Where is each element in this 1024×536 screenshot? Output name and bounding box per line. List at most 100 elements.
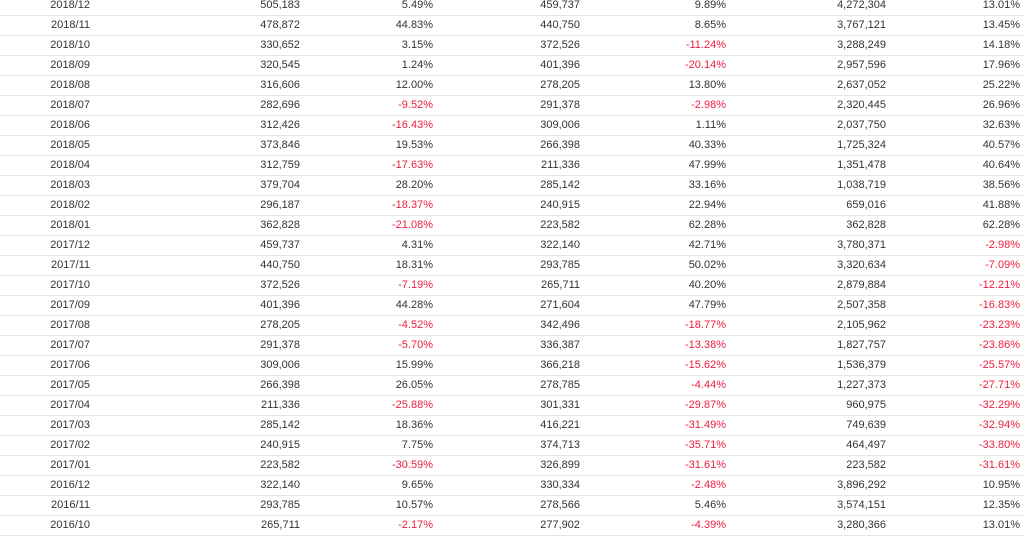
table-row: 2017/01 223,582 -30.59% 326,899 -31.61% 223,5… bbox=[0, 456, 1024, 476]
cumulative-change-cell: 12.35% bbox=[982, 499, 1020, 511]
cumulative-cell: 3,574,151 bbox=[837, 499, 886, 511]
change-a-cell: 1.24% bbox=[401, 59, 433, 71]
period-cell: 2016/12 bbox=[50, 479, 90, 491]
change-b-cell: -4.44% bbox=[691, 379, 726, 391]
change-b-cell: 62.28% bbox=[688, 219, 726, 231]
table-row: 2018/01 362,828 -21.08% 223,582 62.28% 362,82… bbox=[0, 216, 1024, 236]
change-a-cell: -17.63% bbox=[392, 159, 433, 171]
value-b-cell: 330,334 bbox=[540, 479, 580, 491]
value-a-cell: 440,750 bbox=[260, 259, 300, 271]
change-a-cell: 18.31% bbox=[395, 259, 433, 271]
value-a-cell: 478,872 bbox=[260, 19, 300, 31]
cumulative-change-cell: 38.56% bbox=[982, 179, 1020, 191]
value-a-cell: 373,846 bbox=[260, 139, 300, 151]
cumulative-change-cell: -27.71% bbox=[979, 379, 1020, 391]
table-row: 2017/10 372,526 -7.19% 265,711 40.20% 2,879,8… bbox=[0, 276, 1024, 296]
change-a-cell: -18.37% bbox=[392, 199, 433, 211]
change-a-cell: -2.17% bbox=[398, 519, 433, 531]
cumulative-change-cell: 32.63% bbox=[982, 119, 1020, 131]
table-row: 2017/11 440,750 18.31% 293,785 50.02% 3,320,6… bbox=[0, 256, 1024, 276]
cumulative-cell: 223,582 bbox=[846, 459, 886, 471]
value-a-cell: 282,696 bbox=[260, 99, 300, 111]
cumulative-cell: 464,497 bbox=[846, 439, 886, 451]
cumulative-cell: 960,975 bbox=[846, 399, 886, 411]
period-cell: 2018/01 bbox=[50, 219, 90, 231]
value-b-cell: 278,205 bbox=[540, 79, 580, 91]
change-b-cell: 47.99% bbox=[688, 159, 726, 171]
value-a-cell: 266,398 bbox=[260, 379, 300, 391]
change-a-cell: 26.05% bbox=[395, 379, 433, 391]
change-b-cell: -11.24% bbox=[685, 39, 726, 51]
cumulative-cell: 2,105,962 bbox=[837, 319, 886, 331]
value-b-cell: 291,378 bbox=[540, 99, 580, 111]
cumulative-change-cell: -16.83% bbox=[979, 299, 1020, 311]
value-b-cell: 342,496 bbox=[540, 319, 580, 331]
cumulative-cell: 1,038,719 bbox=[837, 179, 886, 191]
period-cell: 2017/07 bbox=[50, 339, 90, 351]
value-a-cell: 401,396 bbox=[260, 299, 300, 311]
cumulative-change-cell: 40.57% bbox=[982, 139, 1020, 151]
cumulative-cell: 2,037,750 bbox=[837, 119, 886, 131]
period-cell: 2018/05 bbox=[50, 139, 90, 151]
change-b-cell: 42.71% bbox=[688, 239, 726, 251]
cumulative-change-cell: -23.23% bbox=[979, 319, 1020, 331]
cumulative-cell: 2,879,884 bbox=[837, 279, 886, 291]
value-b-cell: 326,899 bbox=[540, 459, 580, 471]
table-row: 2018/10 330,652 3.15% 372,526 -11.24% 3,288,2… bbox=[0, 36, 1024, 56]
value-b-cell: 336,387 bbox=[540, 339, 580, 351]
table-row: 2018/12 505,183 5.49% 459,737 9.89% 4,272,304… bbox=[0, 0, 1024, 16]
period-cell: 2016/11 bbox=[51, 499, 90, 511]
value-b-cell: 278,785 bbox=[540, 379, 580, 391]
table-row: 2018/11 478,872 44.83% 440,750 8.65% 3,767,12… bbox=[0, 16, 1024, 36]
cumulative-cell: 1,536,379 bbox=[837, 359, 886, 371]
value-a-cell: 309,006 bbox=[260, 359, 300, 371]
value-b-cell: 301,331 bbox=[540, 399, 580, 411]
value-a-cell: 293,785 bbox=[260, 499, 300, 511]
change-b-cell: -18.77% bbox=[685, 319, 726, 331]
cumulative-cell: 1,227,373 bbox=[837, 379, 886, 391]
table-row: 2017/05 266,398 26.05% 278,785 -4.44% 1,227,3… bbox=[0, 376, 1024, 396]
value-b-cell: 285,142 bbox=[540, 179, 580, 191]
change-a-cell: 15.99% bbox=[395, 359, 433, 371]
change-a-cell: -16.43% bbox=[392, 119, 433, 131]
cumulative-change-cell: -31.61% bbox=[979, 459, 1020, 471]
change-a-cell: 10.57% bbox=[395, 499, 433, 511]
cumulative-change-cell: 40.64% bbox=[982, 159, 1020, 171]
value-a-cell: 240,915 bbox=[260, 439, 300, 451]
cumulative-cell: 2,637,052 bbox=[837, 79, 886, 91]
period-cell: 2017/06 bbox=[50, 359, 90, 371]
value-a-cell: 278,205 bbox=[260, 319, 300, 331]
change-b-cell: 40.20% bbox=[688, 279, 726, 291]
value-a-cell: 362,828 bbox=[260, 219, 300, 231]
change-b-cell: 1.11% bbox=[695, 119, 726, 131]
value-a-cell: 312,759 bbox=[260, 159, 300, 171]
change-b-cell: 40.33% bbox=[688, 139, 726, 151]
change-a-cell: 4.31% bbox=[401, 239, 433, 251]
change-a-cell: 7.75% bbox=[401, 439, 433, 451]
value-a-cell: 322,140 bbox=[260, 479, 300, 491]
change-b-cell: 22.94% bbox=[688, 199, 726, 211]
value-b-cell: 266,398 bbox=[540, 139, 580, 151]
change-b-cell: -29.87% bbox=[685, 399, 726, 411]
value-b-cell: 265,711 bbox=[541, 279, 580, 291]
change-b-cell: -31.49% bbox=[685, 419, 726, 431]
change-a-cell: 19.53% bbox=[395, 139, 433, 151]
cumulative-change-cell: -33.80% bbox=[979, 439, 1020, 451]
period-cell: 2017/03 bbox=[50, 419, 90, 431]
table-row: 2017/02 240,915 7.75% 374,713 -35.71% 464,497… bbox=[0, 436, 1024, 456]
value-a-cell: 296,187 bbox=[260, 199, 300, 211]
change-a-cell: 44.28% bbox=[395, 299, 433, 311]
change-b-cell: -31.61% bbox=[685, 459, 726, 471]
change-a-cell: -21.08% bbox=[392, 219, 433, 231]
cumulative-change-cell: 17.96% bbox=[982, 59, 1020, 71]
value-b-cell: 211,336 bbox=[541, 159, 580, 171]
table-row: 2018/03 379,704 28.20% 285,142 33.16% 1,038,7… bbox=[0, 176, 1024, 196]
cumulative-change-cell: 10.95% bbox=[982, 479, 1020, 491]
change-b-cell: 8.65% bbox=[694, 19, 726, 31]
period-cell: 2018/03 bbox=[50, 179, 90, 191]
value-a-cell: 459,737 bbox=[260, 239, 300, 251]
change-b-cell: 5.46% bbox=[694, 499, 726, 511]
period-cell: 2017/01 bbox=[50, 459, 90, 471]
period-cell: 2017/02 bbox=[50, 439, 90, 451]
change-b-cell: 9.89% bbox=[694, 0, 726, 11]
